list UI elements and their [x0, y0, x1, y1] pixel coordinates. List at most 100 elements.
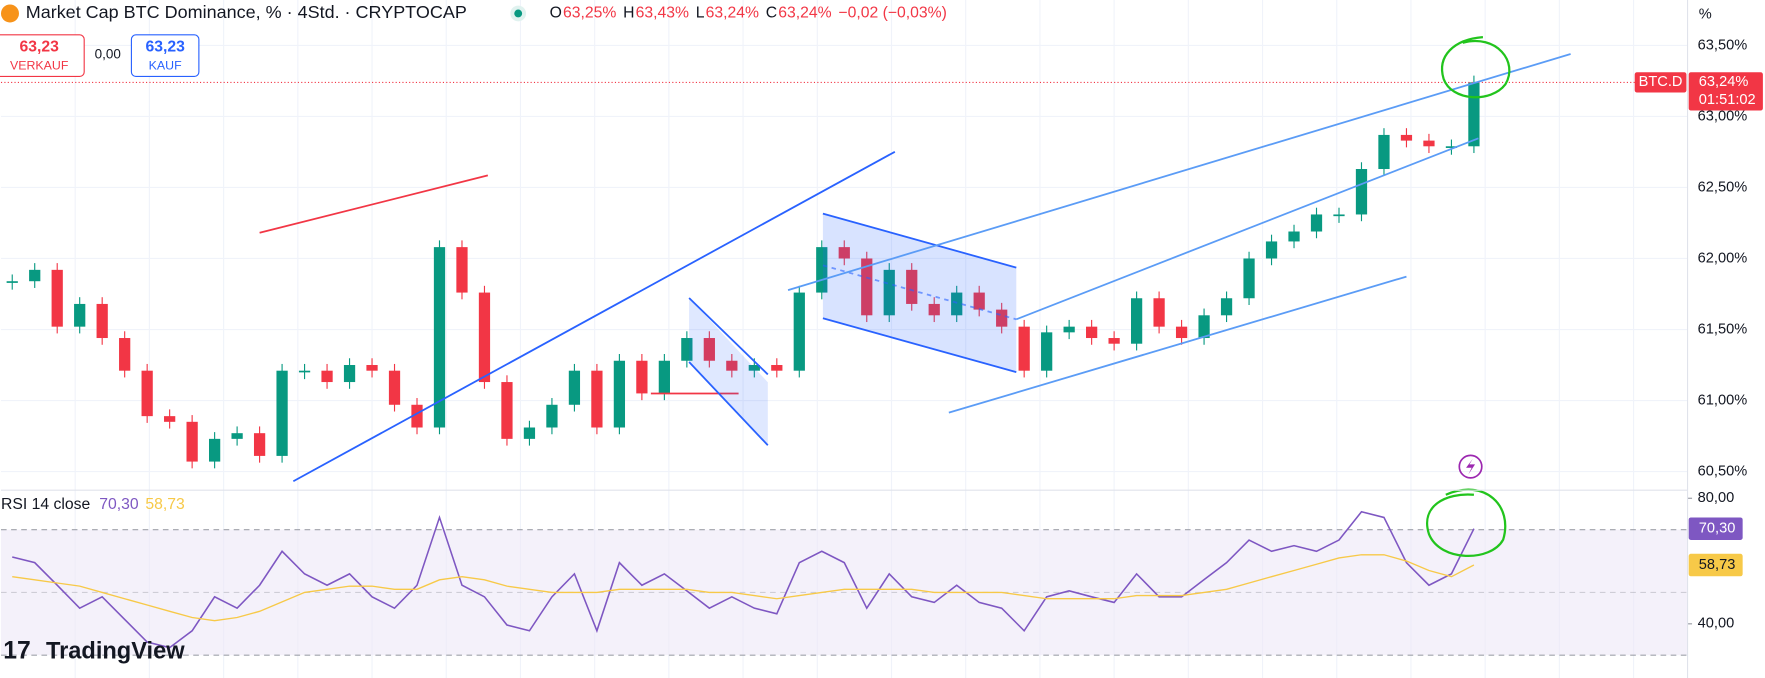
- legend-value: 58,73: [145, 496, 185, 513]
- candle: [748, 365, 760, 371]
- candle: [928, 303, 940, 316]
- logo: TradingView: [46, 638, 185, 664]
- circle-annotation: [1441, 35, 1511, 99]
- candle: [523, 427, 536, 439]
- candle: [208, 438, 221, 462]
- y-tick-label: 61,00%: [1698, 392, 1748, 408]
- candle: [861, 258, 873, 316]
- symbol-badge: [1634, 72, 1687, 93]
- symbol-label: BTC.D: [1639, 74, 1683, 90]
- candle: [793, 292, 805, 371]
- circle-annotation: [1426, 488, 1507, 558]
- candle: [141, 370, 153, 417]
- candle: [231, 433, 243, 439]
- candle: [996, 309, 1008, 327]
- candle: [276, 370, 288, 456]
- candle: [501, 382, 513, 439]
- channel-line: [787, 53, 1571, 291]
- candle: [51, 269, 63, 327]
- candle: [681, 338, 693, 361]
- ohlc-key: H: [623, 5, 634, 22]
- ohlc-key: C: [766, 5, 777, 22]
- candle: [29, 269, 41, 282]
- candle: [1355, 169, 1368, 215]
- candle: [1445, 146, 1458, 148]
- candle: [1130, 298, 1143, 344]
- trendline: [259, 174, 489, 234]
- candle: [883, 269, 895, 316]
- midline: [822, 264, 1017, 321]
- value-badge: [1688, 553, 1743, 577]
- y-tick-label: 62,00%: [1698, 250, 1748, 266]
- candle: [1086, 326, 1098, 339]
- candle: [433, 247, 446, 428]
- value-badge: [1688, 517, 1743, 540]
- y-tick-label: 63,50%: [1698, 37, 1748, 53]
- y-tick-label: 63,00%: [1698, 108, 1748, 124]
- value-badge-label: 70,30: [1699, 521, 1736, 537]
- candle: [1041, 332, 1053, 371]
- y-tick-label: 40,00: [1698, 616, 1735, 632]
- spread: 0,00: [95, 47, 121, 62]
- value-badge-label: 58,73: [1699, 557, 1736, 573]
- rsi-line: [12, 554, 1475, 622]
- candle: [1333, 214, 1345, 217]
- candle: [726, 360, 738, 371]
- legend-value: 70,30: [99, 496, 139, 513]
- candle: [1243, 258, 1255, 299]
- candle: [1108, 338, 1120, 344]
- candle: [1423, 140, 1435, 147]
- candle: [1288, 231, 1300, 242]
- candle: [906, 269, 918, 304]
- rsi-line: [12, 510, 1475, 649]
- buy-price: 63,23: [145, 38, 185, 55]
- trendline: [688, 361, 769, 446]
- buy-button[interactable]: [130, 34, 200, 78]
- candle: [568, 370, 581, 405]
- y-tick-label: 61,50%: [1698, 321, 1748, 337]
- trendline: [688, 297, 769, 376]
- channel-line: [948, 275, 1407, 414]
- axis-unit: %: [1699, 6, 1712, 22]
- sell-label: VERKAUF: [10, 59, 69, 73]
- status-dot: [514, 9, 523, 18]
- sell-button[interactable]: [0, 34, 85, 78]
- candle: [591, 370, 603, 428]
- ohlc-value: 63,24%: [706, 5, 759, 22]
- candle: [96, 303, 108, 339]
- buy-label: KAUF: [149, 59, 182, 73]
- candle: [164, 416, 176, 422]
- alert-icon[interactable]: [1458, 454, 1483, 479]
- ohlc-value: 63,24%: [778, 5, 831, 22]
- candle: [636, 360, 648, 394]
- candle: [951, 292, 963, 316]
- symbol-icon: [0, 4, 19, 23]
- candle: [186, 421, 198, 462]
- candle: [838, 247, 850, 259]
- candle: [1198, 315, 1210, 339]
- marks: [0, 75, 1688, 649]
- candle: [478, 292, 491, 383]
- ohlc-key: L: [696, 5, 705, 22]
- candle: [703, 338, 715, 361]
- candle: [1153, 298, 1165, 327]
- trendline: [822, 212, 1017, 269]
- candle: [1400, 134, 1413, 141]
- candle: [74, 303, 86, 327]
- candle: [1378, 134, 1390, 170]
- candle: [343, 365, 356, 383]
- ohlc-value: 63,43%: [636, 5, 689, 22]
- ohlc-key: O: [550, 5, 562, 22]
- ohlc-value: 63,25%: [563, 5, 616, 22]
- price-label: 63,24%: [1699, 74, 1749, 90]
- change: −0,02 (−0,03%): [838, 5, 946, 22]
- candle: [658, 360, 670, 394]
- logo-mark: 17: [3, 638, 31, 665]
- candle: [1018, 326, 1030, 371]
- flag: [689, 297, 768, 446]
- candle: [973, 292, 985, 310]
- candle: [321, 370, 333, 383]
- legend-title: RSI 14 close: [1, 496, 90, 513]
- y-tick-label: 60,50%: [1698, 463, 1748, 479]
